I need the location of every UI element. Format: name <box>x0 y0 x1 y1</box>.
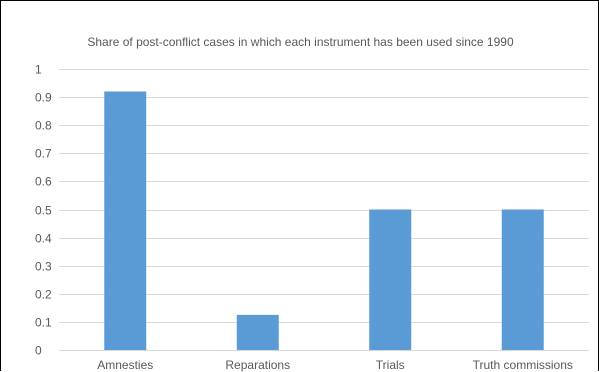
y-tick-label: 0.6 <box>35 175 52 189</box>
y-tick-label: 0.2 <box>35 288 52 302</box>
y-tick-label: 0.1 <box>35 316 52 330</box>
x-category-label: Amnesties <box>97 358 153 372</box>
y-tick-label: 1 <box>35 63 42 77</box>
bar-reparations <box>236 314 279 350</box>
y-tick-label: 0.3 <box>35 260 52 274</box>
bar-amnesties <box>104 91 147 350</box>
x-category-label: Reparations <box>225 358 290 372</box>
y-tick-label: 0.5 <box>35 204 52 218</box>
y-tick-label: 0.9 <box>35 91 52 105</box>
bar-trials <box>369 209 412 350</box>
chart-title: Share of post-conflict cases in which ea… <box>87 35 514 49</box>
y-tick-label: 0.4 <box>35 232 52 246</box>
x-category-label: Trials <box>376 358 405 372</box>
y-tick-label: 0 <box>35 344 42 358</box>
y-tick-label: 0.8 <box>35 119 52 133</box>
x-category-label: Truth commissions <box>473 358 573 372</box>
bar-truth-commissions <box>501 209 544 350</box>
y-tick-label: 0.7 <box>35 147 52 161</box>
